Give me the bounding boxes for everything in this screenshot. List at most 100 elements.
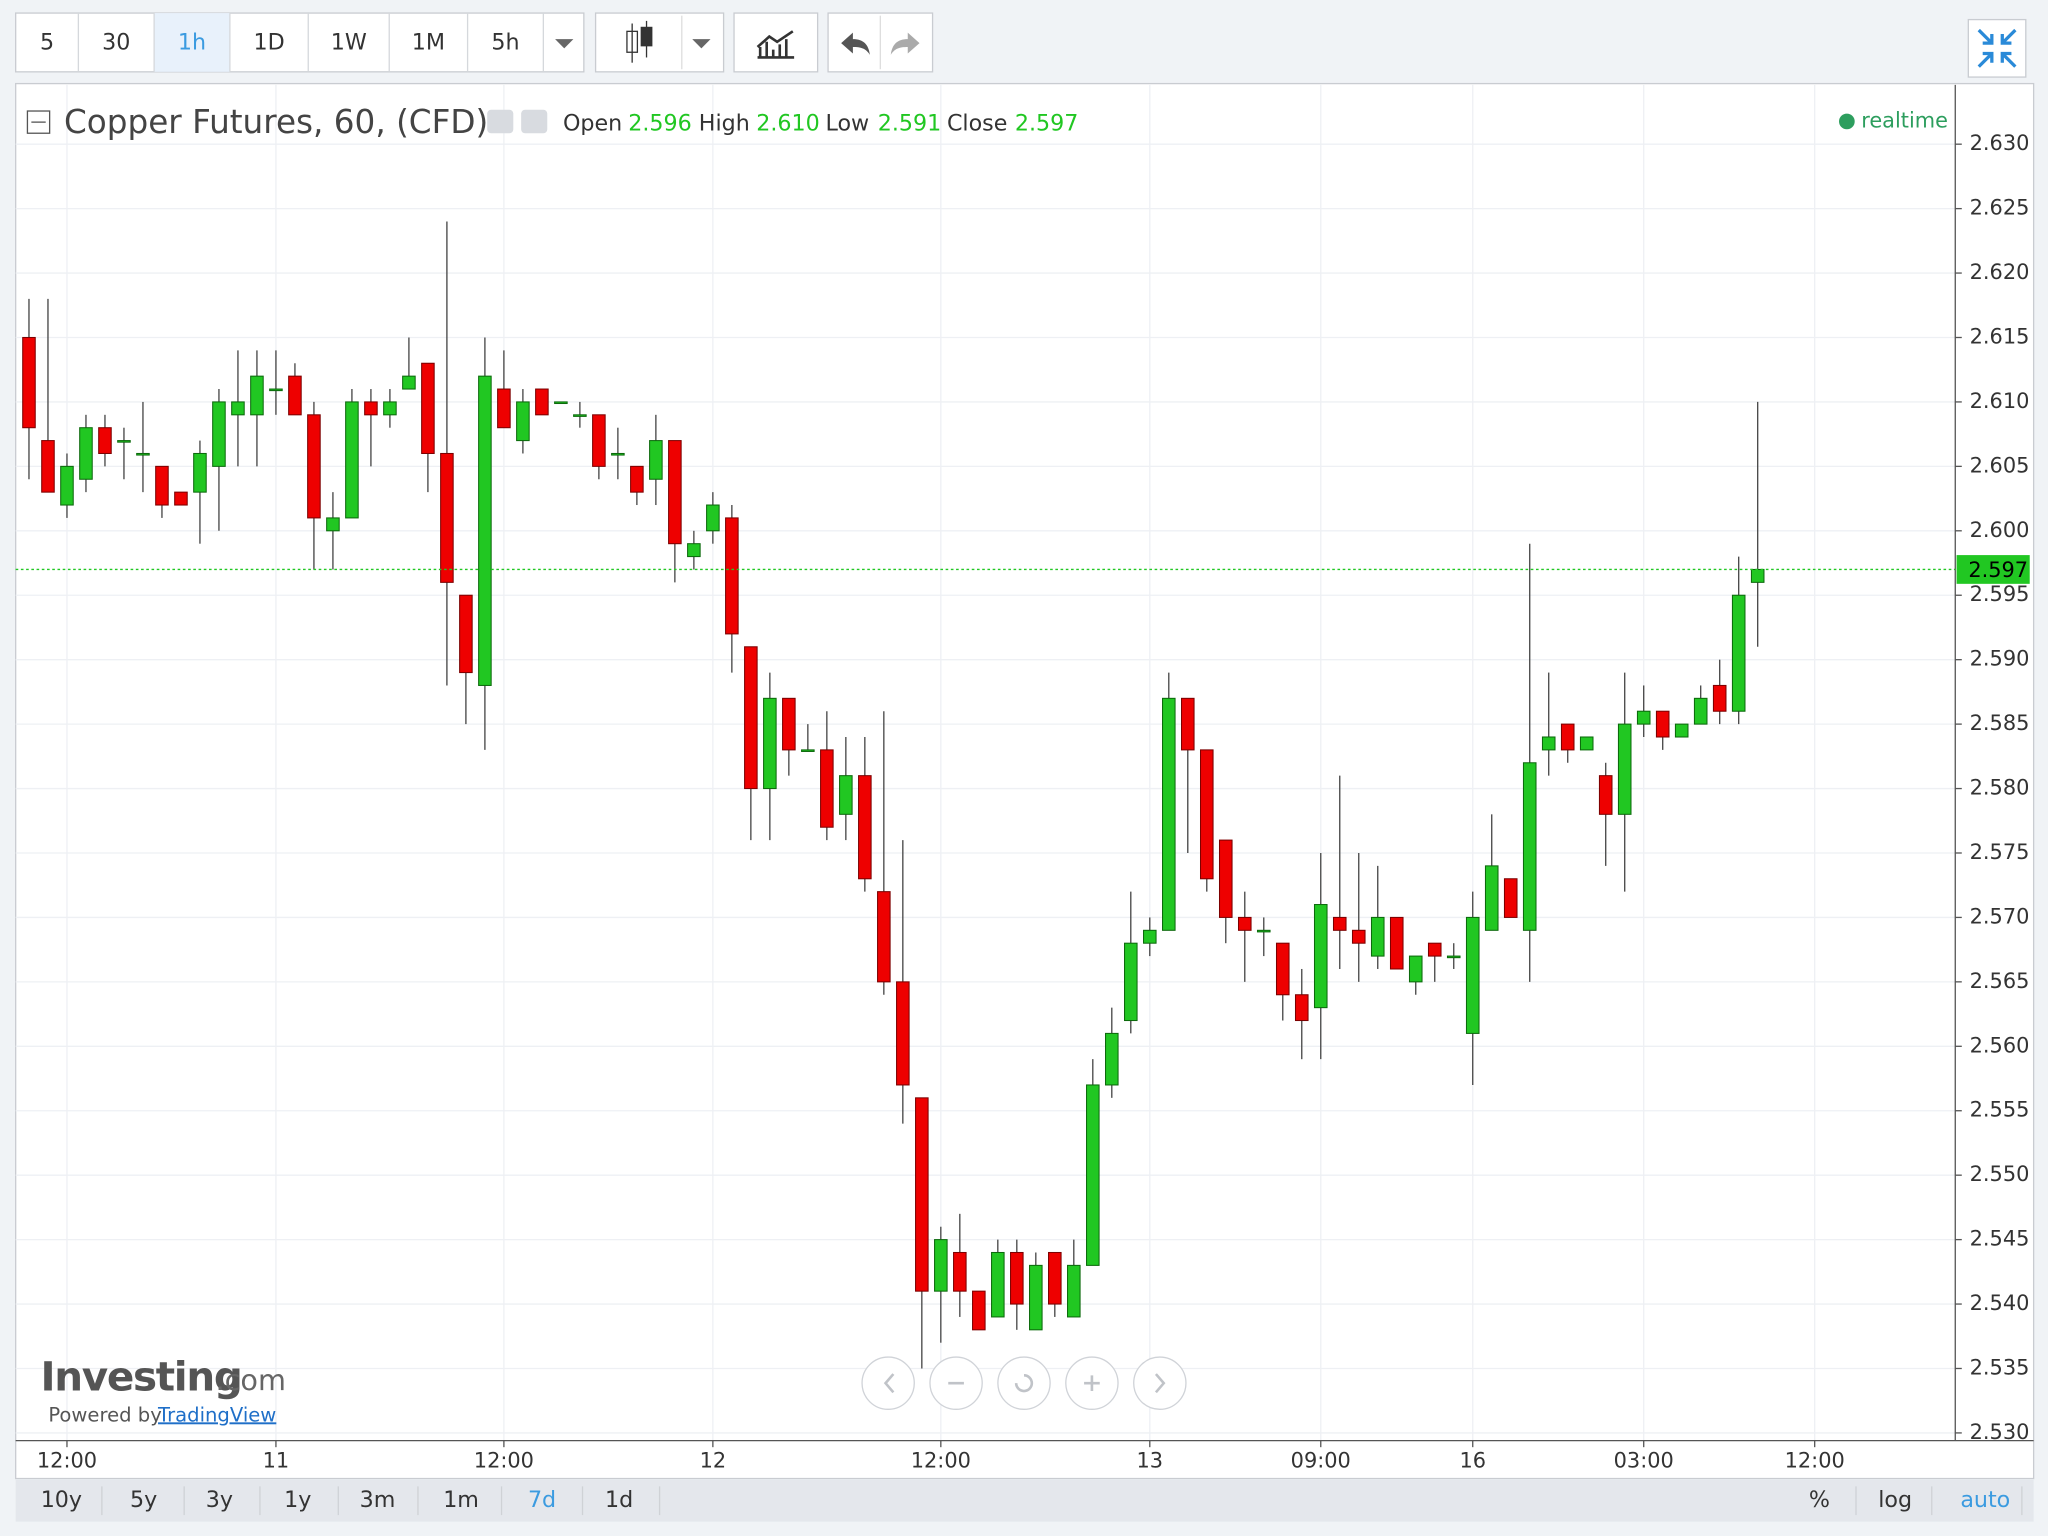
interval-button[interactable]: 1D bbox=[253, 30, 284, 56]
ohlc-value: 2.597 bbox=[1015, 111, 1079, 137]
x-tick-label: 11 bbox=[263, 1449, 290, 1473]
range-button[interactable]: 1y bbox=[284, 1487, 311, 1513]
candle-icon bbox=[626, 20, 653, 63]
y-tick-label: 2.550 bbox=[1970, 1162, 2030, 1186]
redo-icon[interactable] bbox=[890, 32, 920, 55]
candle-body bbox=[896, 981, 910, 1086]
status-dot bbox=[1839, 113, 1855, 130]
candle-body bbox=[288, 375, 302, 416]
candle-body bbox=[1237, 916, 1252, 931]
candle-body bbox=[1180, 697, 1195, 751]
candle-body bbox=[649, 440, 663, 480]
candle-body bbox=[1674, 723, 1689, 738]
status: realtime bbox=[1861, 108, 1948, 132]
candle-body bbox=[1161, 697, 1176, 931]
chart-frame bbox=[15, 82, 2035, 1480]
range-button[interactable]: 7d bbox=[528, 1487, 556, 1513]
candle-body bbox=[1010, 1251, 1024, 1305]
interval-button[interactable]: 1W bbox=[331, 30, 367, 56]
ohlc-label: Low bbox=[825, 111, 869, 137]
candle-body bbox=[839, 775, 853, 815]
candle-body bbox=[1105, 1032, 1119, 1086]
settings-icon[interactable] bbox=[521, 109, 548, 134]
powered-by: Powered by bbox=[48, 1403, 161, 1426]
scale-option[interactable]: % bbox=[1809, 1487, 1830, 1513]
candle-body bbox=[307, 414, 321, 519]
candle-body bbox=[1503, 878, 1518, 918]
candle-body bbox=[174, 491, 188, 506]
candle-body bbox=[1560, 723, 1575, 751]
y-tick-label: 2.570 bbox=[1970, 904, 2030, 928]
interval-button[interactable]: 1h bbox=[178, 30, 206, 56]
candle-body bbox=[820, 749, 834, 828]
interval-button[interactable]: 5h bbox=[491, 30, 519, 56]
candle-body bbox=[934, 1239, 948, 1292]
interval-button[interactable]: 5 bbox=[40, 30, 54, 56]
scale-option[interactable]: log bbox=[1878, 1487, 1912, 1513]
y-tick-label: 2.595 bbox=[1970, 582, 2030, 606]
candle-body bbox=[1750, 568, 1765, 583]
range-button[interactable]: 5y bbox=[130, 1487, 157, 1513]
candle-body bbox=[801, 749, 815, 752]
undo-icon[interactable] bbox=[841, 32, 870, 55]
scroll-right[interactable] bbox=[1133, 1356, 1187, 1410]
candle-body bbox=[1067, 1264, 1081, 1318]
y-tick-label: 2.580 bbox=[1970, 776, 2030, 800]
candle-body bbox=[1218, 839, 1233, 918]
candle-body bbox=[1693, 697, 1708, 725]
candle-body bbox=[98, 427, 112, 455]
candle-body bbox=[1484, 865, 1499, 931]
candle-body bbox=[611, 452, 625, 456]
candle-body bbox=[1124, 942, 1138, 1022]
range-button[interactable]: 3y bbox=[206, 1487, 233, 1513]
candle-body bbox=[22, 336, 36, 429]
y-tick-label: 2.615 bbox=[1970, 324, 2030, 348]
x-tick-label: 03:00 bbox=[1614, 1449, 1674, 1473]
candle-body bbox=[1143, 929, 1157, 944]
candle-body bbox=[554, 401, 568, 405]
range-button[interactable]: 3m bbox=[360, 1487, 396, 1513]
interval-group bbox=[15, 12, 585, 73]
range-button[interactable]: 10y bbox=[41, 1487, 82, 1513]
candle-body bbox=[136, 452, 150, 456]
candle-body bbox=[1446, 955, 1461, 959]
y-tick-label: 2.605 bbox=[1970, 453, 2030, 477]
x-tick-label: 09:00 bbox=[1291, 1449, 1351, 1473]
range-button[interactable]: 1d bbox=[605, 1487, 633, 1513]
y-tick-label: 2.540 bbox=[1970, 1291, 2030, 1315]
y-tick-label: 2.530 bbox=[1970, 1420, 2030, 1444]
candle-body bbox=[1731, 594, 1746, 712]
dropdown-arrow[interactable] bbox=[692, 39, 711, 49]
candle-body bbox=[1294, 994, 1309, 1022]
candle-body bbox=[250, 375, 264, 416]
interval-button[interactable]: 30 bbox=[102, 30, 130, 56]
candle-body bbox=[1199, 749, 1214, 880]
selected-bg bbox=[154, 13, 230, 72]
scroll-left[interactable] bbox=[861, 1356, 915, 1410]
candle-body bbox=[117, 440, 131, 443]
bottom-bar bbox=[15, 1479, 2034, 1522]
candle-body bbox=[573, 414, 587, 417]
interval-button[interactable]: 1M bbox=[412, 30, 445, 56]
ohlc-header: Open 2.596 High 2.610 Low 2.591 Close 2.597 bbox=[563, 111, 1078, 137]
candle-body bbox=[763, 697, 777, 790]
y-tick-label: 2.575 bbox=[1970, 840, 2030, 864]
dropdown-arrow[interactable] bbox=[555, 39, 574, 49]
reset[interactable] bbox=[997, 1356, 1051, 1410]
ohlc-value: 2.591 bbox=[878, 111, 942, 137]
candle-body bbox=[459, 594, 473, 674]
candle-body bbox=[497, 388, 511, 429]
candle-body bbox=[877, 891, 891, 983]
eye-icon[interactable] bbox=[487, 109, 514, 134]
powered-link[interactable]: TradingView bbox=[157, 1403, 276, 1426]
candle-body bbox=[1655, 710, 1670, 738]
x-tick-label: 12 bbox=[700, 1449, 727, 1473]
candle-body bbox=[478, 375, 492, 686]
chart-title: Copper Futures, 60, (CFD) bbox=[64, 103, 488, 141]
scale-option[interactable]: auto bbox=[1960, 1487, 2010, 1513]
fullscreen-button[interactable] bbox=[1967, 18, 2027, 78]
logo-suffix: .com bbox=[216, 1363, 286, 1397]
range-button[interactable]: 1m bbox=[443, 1487, 479, 1513]
candle-body bbox=[1522, 762, 1537, 931]
